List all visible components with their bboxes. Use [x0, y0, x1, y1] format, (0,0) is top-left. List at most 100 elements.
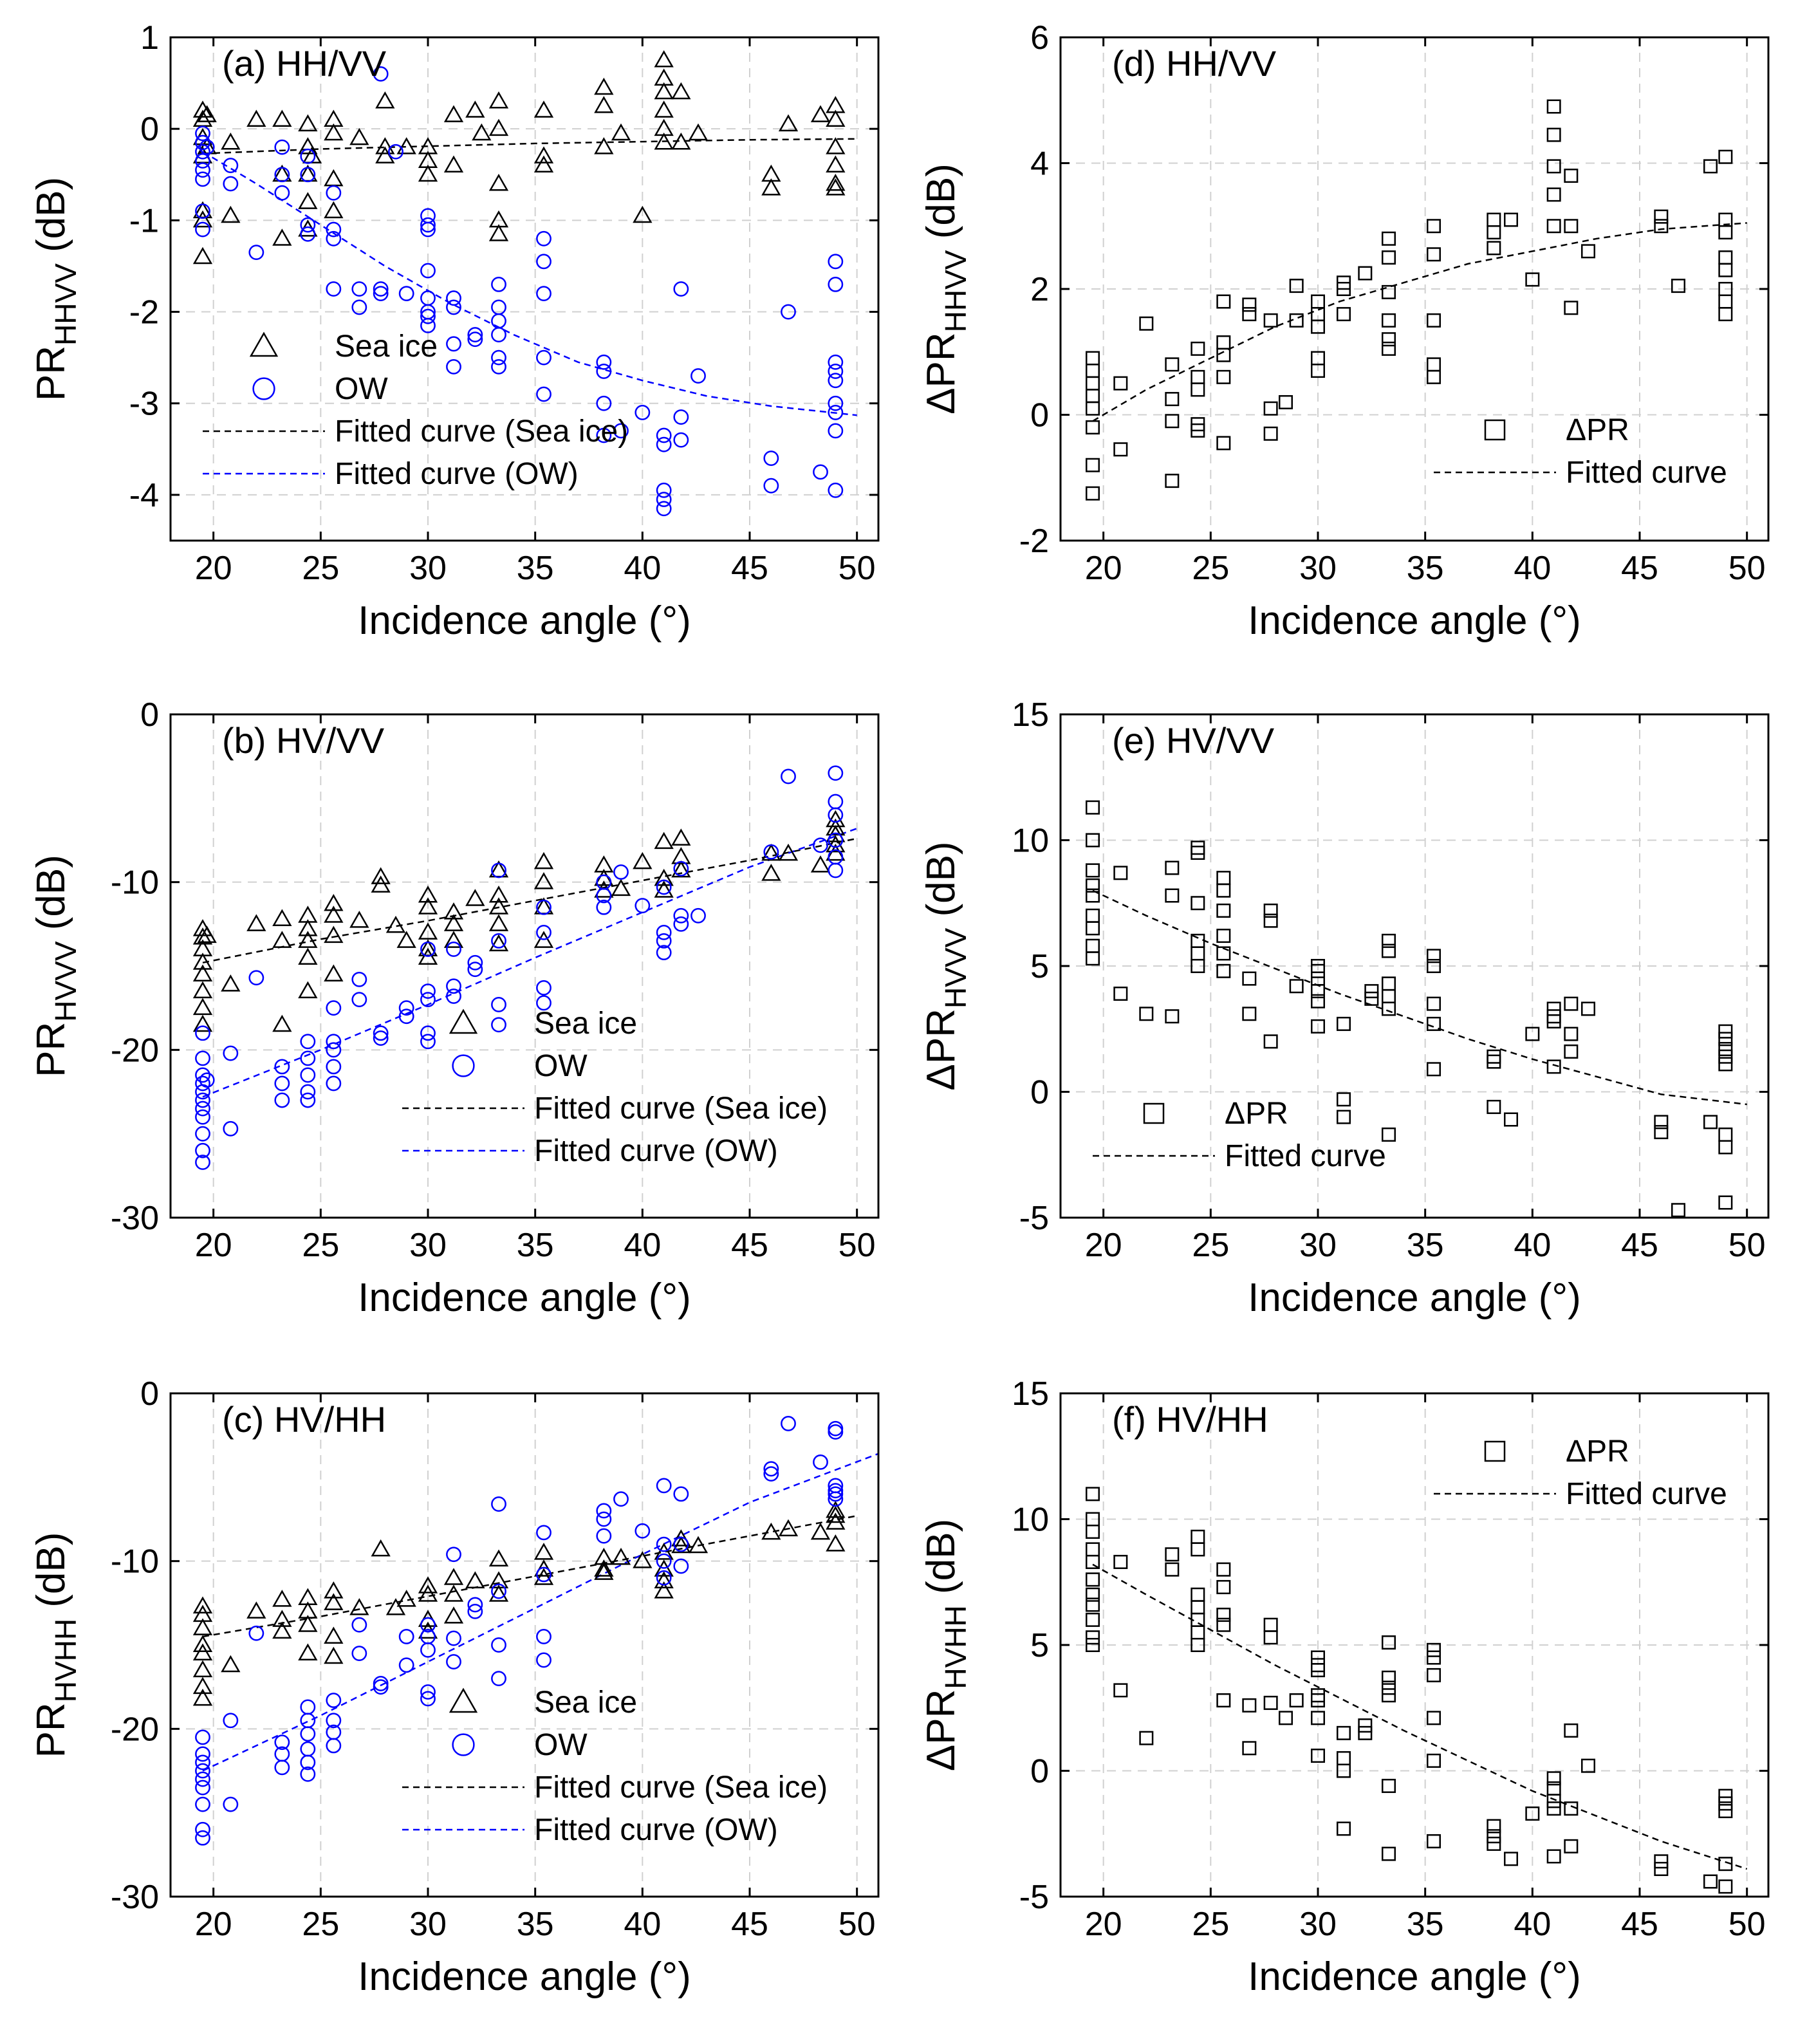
sea-ice-point [272, 1590, 292, 1607]
ow-point [596, 887, 612, 904]
legend-marker-swatch [249, 331, 279, 357]
sea-ice-point [654, 100, 674, 118]
sea-ice-point [533, 851, 554, 869]
ow-point [326, 1059, 342, 1075]
ow-point [491, 1583, 506, 1599]
ow-point [536, 1652, 551, 1668]
x-tick-label: 30 [1299, 550, 1337, 587]
sea-ice-point [443, 914, 464, 931]
delta-pr-point [1427, 1668, 1441, 1682]
ow-point [656, 945, 672, 961]
legend-label: Fitted curve (OW) [534, 1134, 778, 1168]
ow-point [635, 898, 651, 914]
ow-point [828, 423, 844, 439]
delta-pr-point [1382, 250, 1396, 265]
ow-point [596, 899, 612, 915]
delta-pr-point [1139, 1007, 1154, 1021]
ow-point [828, 1424, 844, 1440]
delta-pr-point [1382, 284, 1396, 299]
delta-pr-point [1165, 392, 1180, 407]
ow-point [596, 1528, 612, 1544]
ow-point [300, 148, 316, 164]
ow-point [446, 358, 461, 375]
delta-pr-point [1191, 423, 1205, 438]
sea-ice-point [192, 1688, 213, 1706]
delta-pr-point [1191, 382, 1205, 397]
sea-ice-point [671, 860, 691, 878]
sea-ice-point [418, 1576, 438, 1593]
delta-pr-point [1165, 474, 1180, 488]
ow-point [248, 1625, 264, 1641]
sea-ice-point [488, 1549, 509, 1567]
delta-pr-point [1546, 1801, 1561, 1816]
ow-point [195, 1101, 210, 1117]
ow-point [420, 983, 436, 999]
plot-area [171, 714, 878, 1218]
sea-ice-point [418, 1584, 438, 1602]
delta-pr-point [1311, 1711, 1325, 1725]
x-tick-label: 50 [1728, 550, 1766, 587]
delta-pr-point [1718, 1796, 1733, 1811]
delta-pr-point [1564, 219, 1579, 234]
delta-pr-point [1718, 149, 1733, 164]
panel-b: 20 25 30 35 40 45 50 -30 -20 -10 0 Incidence angle … [29, 696, 880, 1320]
sea-ice-point [465, 889, 485, 906]
delta-pr-point [1581, 1758, 1595, 1773]
delta-pr-point [1191, 959, 1205, 973]
ow-point [300, 1754, 316, 1770]
ow-point [300, 217, 316, 233]
sea-ice-point [826, 1512, 846, 1530]
delta-pr-point [1191, 1542, 1205, 1557]
delta-pr-point [1113, 866, 1128, 880]
delta-pr-point [1191, 896, 1205, 911]
ow-point [195, 135, 210, 151]
ow-point [656, 482, 672, 498]
legend: ΔPR Fitted curve [1434, 1435, 1727, 1511]
sea-ice-point [324, 1626, 344, 1644]
panel-title: (d) HH/VV [1112, 43, 1277, 84]
ow-point [351, 971, 367, 987]
ow-point [673, 907, 689, 924]
delta-pr-point [1427, 959, 1441, 973]
plot-area [1061, 1393, 1768, 1897]
delta-pr-point [1382, 1635, 1396, 1650]
ow-point [596, 364, 612, 379]
delta-pr-point [1165, 888, 1180, 903]
ow-point [300, 1726, 316, 1742]
x-tick-label: 40 [1514, 1906, 1551, 1943]
sea-ice-point [349, 911, 369, 928]
delta-pr-point [1216, 1608, 1231, 1622]
delta-pr-point [1216, 883, 1231, 898]
sea-ice-point [272, 1610, 292, 1627]
delta-pr-point [1337, 1821, 1351, 1836]
delta-pr-point [1086, 1638, 1100, 1652]
ow-point [536, 230, 551, 246]
sea-ice-point [192, 100, 213, 118]
ow-point [326, 185, 342, 201]
sea-ice-point [298, 1615, 318, 1632]
x-tick-label: 40 [624, 1906, 661, 1943]
x-tick-label: 20 [195, 550, 232, 587]
x-tick-label: 25 [302, 1227, 339, 1264]
delta-pr-point [1337, 1016, 1351, 1031]
fitted-curve-line [1092, 889, 1747, 1106]
ow-point [656, 427, 672, 443]
ow-point [195, 1050, 210, 1066]
sea-ice-point [472, 123, 492, 141]
sea-ice-point [192, 998, 213, 1016]
delta-pr-point [1311, 1693, 1325, 1708]
sea-ice-point [688, 123, 709, 141]
ow-point [446, 336, 461, 352]
y-axis-label: PRHVVV (dB) [29, 855, 82, 1077]
y-tick-label: -10 [111, 1543, 159, 1581]
sea-ice-point [349, 127, 369, 145]
sea-ice-point [654, 1543, 674, 1560]
sea-ice-point [810, 105, 831, 122]
data-layer [1086, 800, 1747, 1218]
delta-pr-point [1671, 1203, 1685, 1218]
delta-pr-point [1525, 1027, 1540, 1041]
sea-ice-point [418, 164, 438, 182]
sea-ice-point [671, 132, 691, 150]
ow-point [536, 254, 551, 270]
y-tick-label: -20 [111, 1711, 159, 1748]
